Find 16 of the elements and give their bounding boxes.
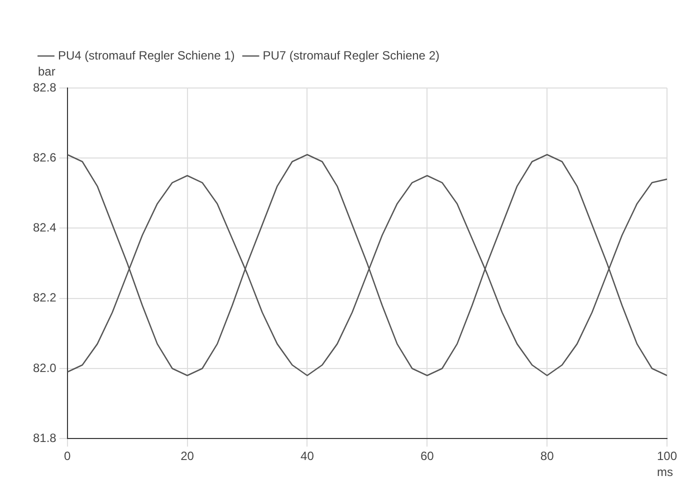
x-tick-label: 0 <box>64 449 72 464</box>
legend-label: PU7 (stromauf Regler Schiene 2) <box>262 48 440 62</box>
x-tick-label: 40 <box>300 449 314 464</box>
y-tick-label: 82.6 <box>32 150 57 164</box>
x-tick-label: 20 <box>180 449 194 464</box>
y-tick-label: 82.0 <box>32 360 57 375</box>
y-tick-label: 81.8 <box>32 430 57 445</box>
x-tick-label: 80 <box>540 449 554 464</box>
y-tick-label: 82.2 <box>32 290 57 305</box>
y-tick-label: 82.8 <box>32 80 57 94</box>
y-axis-title: bar <box>38 64 56 78</box>
x-tick-label: 60 <box>420 449 434 464</box>
x-axis-title: ms <box>657 464 673 479</box>
x-tick-label: 100 <box>656 449 678 464</box>
legend-label: PU4 (stromauf Regler Schiene 1) <box>58 48 235 62</box>
y-tick-label: 82.4 <box>32 220 57 235</box>
